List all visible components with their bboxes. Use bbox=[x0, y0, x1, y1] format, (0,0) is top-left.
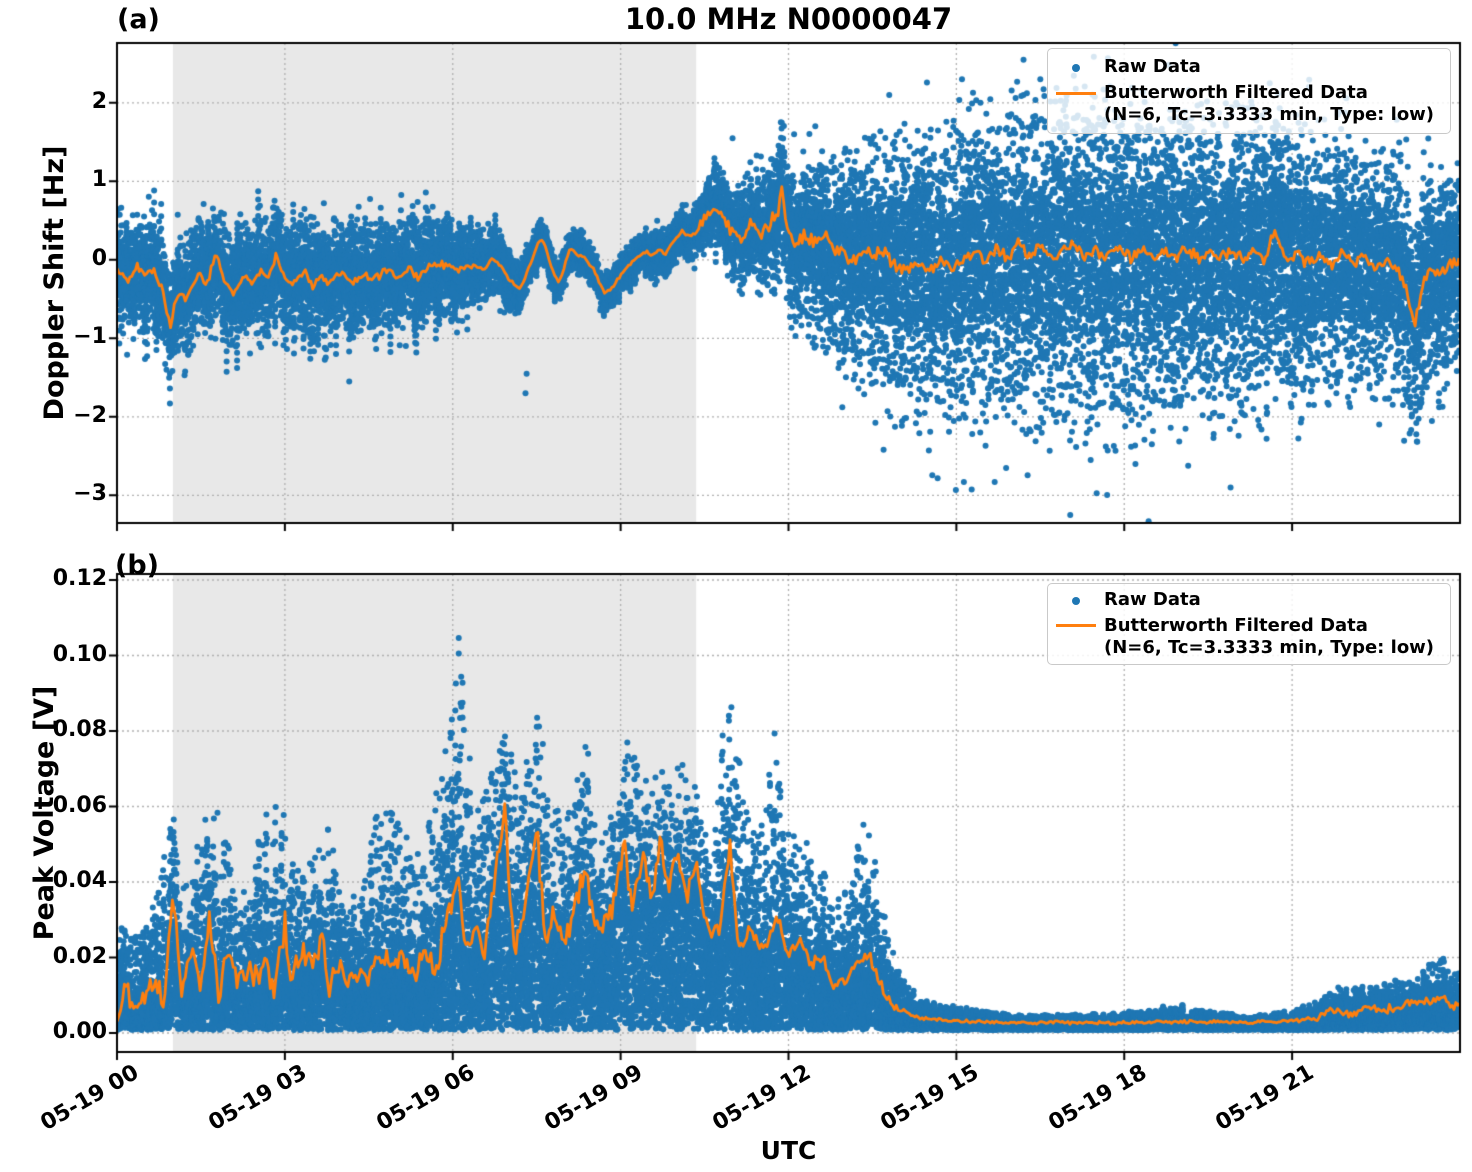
legend-filtered-label-line2: (N=6, Tc=3.3333 min, Type: low) bbox=[1104, 636, 1435, 658]
raw-data-marker-icon bbox=[1048, 589, 1104, 613]
legend-filtered-label: Butterworth Filtered Data (N=6, Tc=3.333… bbox=[1104, 615, 1434, 659]
y-tick-label: −1 bbox=[73, 324, 107, 350]
legend-filtered-label-line1: Butterworth Filtered Data bbox=[1104, 614, 1368, 636]
y-tick-label: 0.08 bbox=[52, 717, 107, 742]
raw-data-marker-icon bbox=[1048, 56, 1104, 80]
panel-a-label: (a) bbox=[117, 4, 160, 35]
legend-filtered-label-line1: Butterworth Filtered Data bbox=[1104, 82, 1368, 104]
y-tick-label: 2 bbox=[91, 88, 107, 114]
y-tick-label: 0.10 bbox=[52, 641, 107, 667]
y-tick-label: −2 bbox=[73, 402, 107, 428]
legend-row-raw: Raw Data bbox=[1048, 589, 1450, 613]
legend-panel-b: Raw Data Butterworth Filtered Data (N=6,… bbox=[1047, 583, 1451, 665]
filtered-line-marker-icon bbox=[1048, 82, 1104, 104]
y-tick-label: 0.00 bbox=[52, 1019, 107, 1044]
legend-row-filtered: Butterworth Filtered Data (N=6, Tc=3.333… bbox=[1048, 82, 1450, 126]
legend-row-filtered: Butterworth Filtered Data (N=6, Tc=3.333… bbox=[1048, 615, 1450, 659]
y-tick-label: 1 bbox=[91, 167, 107, 193]
y-tick-label: 0.06 bbox=[52, 792, 107, 818]
legend-filtered-label-line2: (N=6, Tc=3.3333 min, Type: low) bbox=[1104, 104, 1435, 126]
chart-title: 10.0 MHz N0000047 bbox=[624, 2, 953, 36]
filtered-line-marker-icon bbox=[1048, 615, 1104, 637]
panel-b-label: (b) bbox=[115, 550, 160, 581]
y-tick-label: 0 bbox=[91, 245, 107, 271]
legend-row-raw: Raw Data bbox=[1048, 56, 1450, 80]
y-tick-label: 0.12 bbox=[52, 566, 107, 591]
x-axis-label: UTC bbox=[760, 1136, 817, 1165]
legend-raw-label: Raw Data bbox=[1104, 55, 1201, 77]
legend-raw-label: Raw Data bbox=[1104, 589, 1201, 611]
legend-panel-a: Raw Data Butterworth Filtered Data (N=6,… bbox=[1047, 48, 1451, 134]
y-tick-label: 0.02 bbox=[52, 943, 107, 969]
panel-a-ylabel: Doppler Shift [Hz] bbox=[39, 145, 70, 421]
legend-filtered-label: Butterworth Filtered Data (N=6, Tc=3.333… bbox=[1104, 82, 1434, 126]
y-tick-label: 0.04 bbox=[52, 868, 107, 893]
y-tick-label: −3 bbox=[73, 481, 107, 507]
